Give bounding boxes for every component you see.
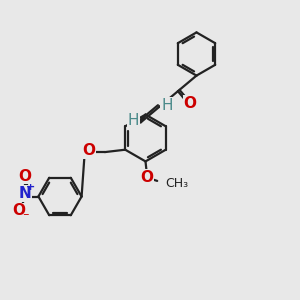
- Text: CH₃: CH₃: [165, 177, 188, 190]
- Text: ⁻: ⁻: [22, 211, 29, 224]
- Text: O: O: [12, 203, 26, 218]
- Text: N: N: [19, 186, 31, 201]
- Text: O: O: [183, 96, 196, 111]
- Text: O: O: [140, 169, 154, 184]
- Text: H: H: [128, 113, 139, 128]
- Text: O: O: [82, 143, 95, 158]
- Text: O: O: [18, 169, 32, 184]
- Text: H: H: [161, 98, 172, 113]
- Text: +: +: [26, 182, 35, 192]
